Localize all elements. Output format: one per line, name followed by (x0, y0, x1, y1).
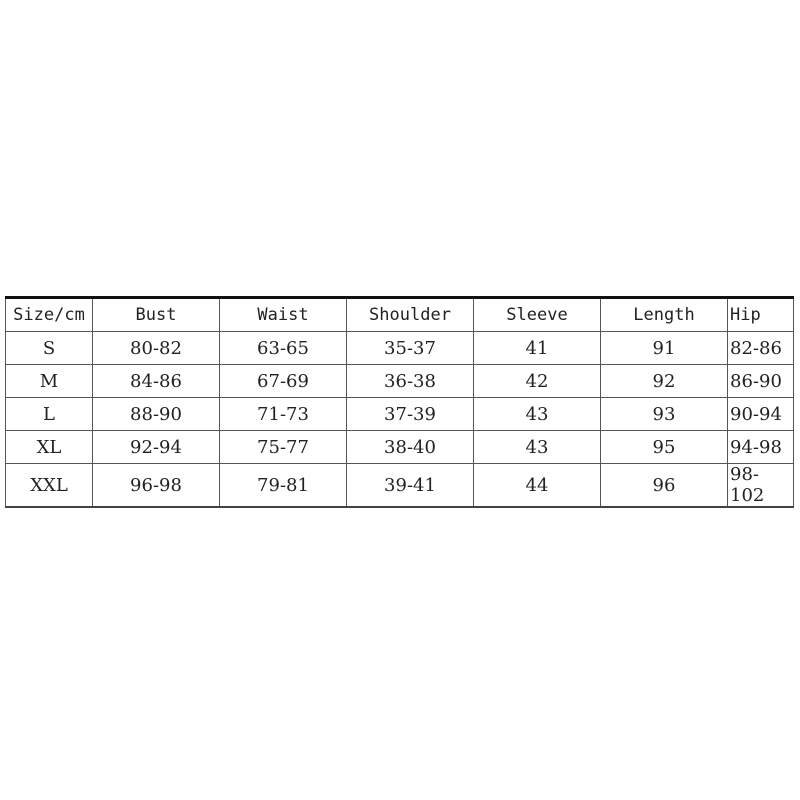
table-cell: XL (5, 430, 93, 464)
table-cell: 37-39 (346, 397, 474, 431)
table-cell: XXL (5, 463, 93, 508)
table-cell: 39-41 (346, 463, 474, 508)
table-row: L 88-90 71-73 37-39 43 93 90-94 (5, 397, 794, 431)
table-cell: 43 (473, 397, 601, 431)
table-cell: 42 (473, 364, 601, 398)
table-cell: 35-37 (346, 331, 474, 365)
table-row: XL 92-94 75-77 38-40 43 95 94-98 (5, 430, 794, 464)
column-header: Shoulder (346, 297, 474, 332)
column-header: Length (600, 297, 728, 332)
table-row: XXL 96-98 79-81 39-41 44 96 98-102 (5, 463, 794, 508)
table-header-row: Size/cm Bust Waist Shoulder Sleeve Length Hip (5, 297, 794, 332)
table-cell: 75-77 (219, 430, 347, 464)
table-cell: 96-98 (92, 463, 220, 508)
table-cell: 82-86 (727, 331, 794, 365)
column-header: Hip (727, 297, 794, 332)
table-cell: 38-40 (346, 430, 474, 464)
table-row: M 84-86 67-69 36-38 42 92 86-90 (5, 364, 794, 398)
table-cell: 80-82 (92, 331, 220, 365)
table-cell: 96 (600, 463, 728, 508)
table-cell: 44 (473, 463, 601, 508)
column-header: Size/cm (5, 297, 93, 332)
table-cell: 63-65 (219, 331, 347, 365)
table-cell: 43 (473, 430, 601, 464)
table-cell: L (5, 397, 93, 431)
table-cell: 92-94 (92, 430, 220, 464)
table-cell: S (5, 331, 93, 365)
table-cell: 79-81 (219, 463, 347, 508)
table-cell: 93 (600, 397, 728, 431)
table-row: S 80-82 63-65 35-37 41 91 82-86 (5, 331, 794, 365)
table-cell: 86-90 (727, 364, 794, 398)
table-cell: 91 (600, 331, 728, 365)
table-cell: 36-38 (346, 364, 474, 398)
size-chart-table: Size/cm Bust Waist Shoulder Sleeve Length Hip … (5, 296, 794, 508)
column-header: Sleeve (473, 297, 601, 332)
table-cell: 84-86 (92, 364, 220, 398)
table-cell: 94-98 (727, 430, 794, 464)
column-header: Bust (92, 297, 220, 332)
table-cell: 67-69 (219, 364, 347, 398)
table-cell: 95 (600, 430, 728, 464)
table-cell: 92 (600, 364, 728, 398)
table-cell: 71-73 (219, 397, 347, 431)
table-cell: 98-102 (727, 463, 794, 508)
table-cell: 41 (473, 331, 601, 365)
column-header: Waist (219, 297, 347, 332)
table-cell: 88-90 (92, 397, 220, 431)
table-cell: 90-94 (727, 397, 794, 431)
table-cell: M (5, 364, 93, 398)
